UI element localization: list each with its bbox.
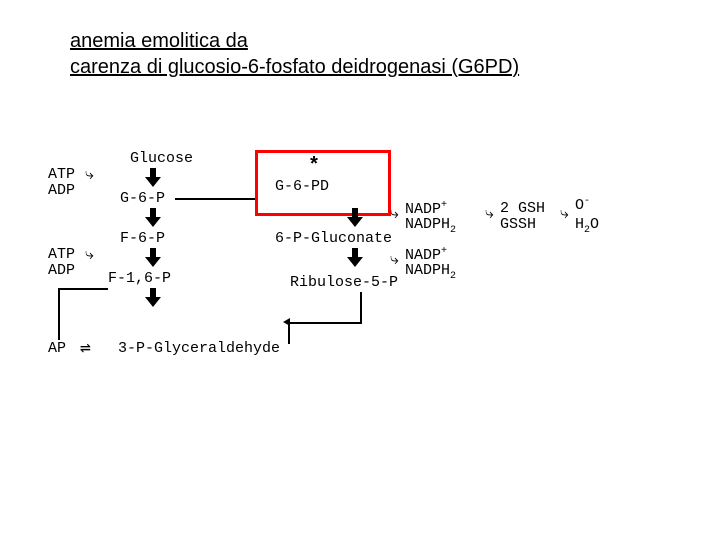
node-glucose: Glucose (130, 150, 193, 167)
bracket-o2: ⤷ (560, 203, 569, 223)
node-g6p: G-6-P (120, 190, 165, 207)
node-nadph1: NADPH2 (405, 216, 456, 236)
node-h2o: H2O (575, 216, 599, 236)
line-ribulose-down (360, 292, 362, 322)
node-gssh: GSSH (500, 216, 536, 233)
node-atp1: ATP (48, 166, 75, 183)
node-g3p: 3-P-Glyceraldehyde (118, 340, 280, 357)
line-ribulose-left (290, 322, 362, 324)
equilibrium-icon: ⇌ (80, 337, 91, 359)
title-line1: anemia emolitica da (70, 30, 248, 52)
bracket-atp2: ⤷ (85, 244, 94, 264)
node-gsh: 2 GSH (500, 200, 545, 217)
bracket-gsh: ⤷ (485, 203, 494, 223)
title-line2: carenza di glucosio-6-fosfato deidrogena… (70, 56, 519, 78)
bracket-nadp2: ⤷ (390, 249, 399, 269)
bracket-nadp1: ⤷ (390, 203, 399, 223)
line-f16p-branchtop (58, 288, 108, 290)
asterisk-icon: * (308, 155, 320, 178)
node-atp2: ATP (48, 246, 75, 263)
node-f6p: F-6-P (120, 230, 165, 247)
node-adp2: ADP (48, 262, 75, 279)
node-nadph2: NADPH2 (405, 262, 456, 282)
line-f16p-branch (58, 288, 60, 340)
page-title: anemia emolitica da carenza di glucosio-… (70, 28, 519, 80)
node-f16p: F-1,6-P (108, 270, 171, 287)
node-ap: AP (48, 340, 66, 357)
node-o: O- (575, 196, 590, 214)
node-gluconate: 6-P-Gluconate (275, 230, 392, 247)
node-g6pd: G-6-PD (275, 178, 329, 195)
line-to-g3p (288, 322, 290, 344)
node-ribulose: Ribulose-5-P (290, 274, 398, 291)
bracket-atp1: ⤷ (85, 164, 94, 184)
node-adp1: ADP (48, 182, 75, 199)
line-g6p-right (175, 198, 255, 200)
